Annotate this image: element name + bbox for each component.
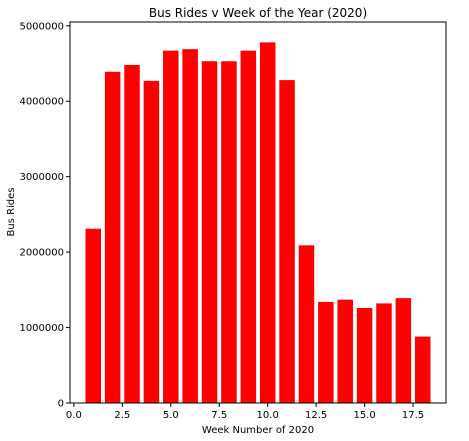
x-axis-label: Week Number of 2020 xyxy=(202,425,314,436)
x-tick-label: 12.5 xyxy=(305,410,327,421)
x-axis-ticks: 0.0 2.5 5.0 7.5 10.0 12.5 15.0 17.5 xyxy=(66,403,424,421)
bar-week-7 xyxy=(201,61,218,403)
y-tick-label: 4000000 xyxy=(19,97,64,108)
bar-week-3 xyxy=(124,65,140,403)
bar-week-8 xyxy=(221,61,237,403)
bar-week-15 xyxy=(356,307,373,403)
bar-week-1 xyxy=(85,228,102,403)
bar-week-18 xyxy=(414,336,431,403)
bar-week-5 xyxy=(163,50,179,403)
bars-group xyxy=(85,42,431,403)
y-axis-ticks: 0 1000000 2000000 3000000 4000000 5000000 xyxy=(19,21,70,410)
plot-frame xyxy=(69,21,447,404)
x-tick-label: 17.5 xyxy=(402,410,424,421)
bar-week-13 xyxy=(318,301,334,403)
bar-week-12 xyxy=(298,245,315,403)
bar-week-9 xyxy=(240,50,257,403)
bar-week-2 xyxy=(104,71,121,403)
x-tick-label: 2.5 xyxy=(114,410,130,421)
y-tick-label: 5000000 xyxy=(19,21,64,32)
bar-week-17 xyxy=(395,298,412,403)
x-tick-label: 7.5 xyxy=(211,410,227,421)
bar-week-10 xyxy=(259,42,276,403)
bar-week-14 xyxy=(337,299,353,403)
y-tick-label: 3000000 xyxy=(19,172,64,183)
x-tick-label: 0.0 xyxy=(66,410,82,421)
x-tick-label: 5.0 xyxy=(163,410,179,421)
y-axis-label: Bus Rides xyxy=(6,187,17,236)
x-tick-label: 15.0 xyxy=(353,410,375,421)
bar-week-4 xyxy=(143,80,160,403)
y-tick-label: 0 xyxy=(58,399,64,410)
chart-title: Bus Rides v Week of the Year (2020) xyxy=(149,6,367,20)
bar-week-16 xyxy=(376,303,392,403)
x-tick-label: 10.0 xyxy=(257,410,279,421)
y-tick-label: 2000000 xyxy=(19,248,64,259)
y-tick-label: 1000000 xyxy=(19,323,64,334)
bar-week-6 xyxy=(182,49,198,403)
bar-week-11 xyxy=(279,80,295,403)
